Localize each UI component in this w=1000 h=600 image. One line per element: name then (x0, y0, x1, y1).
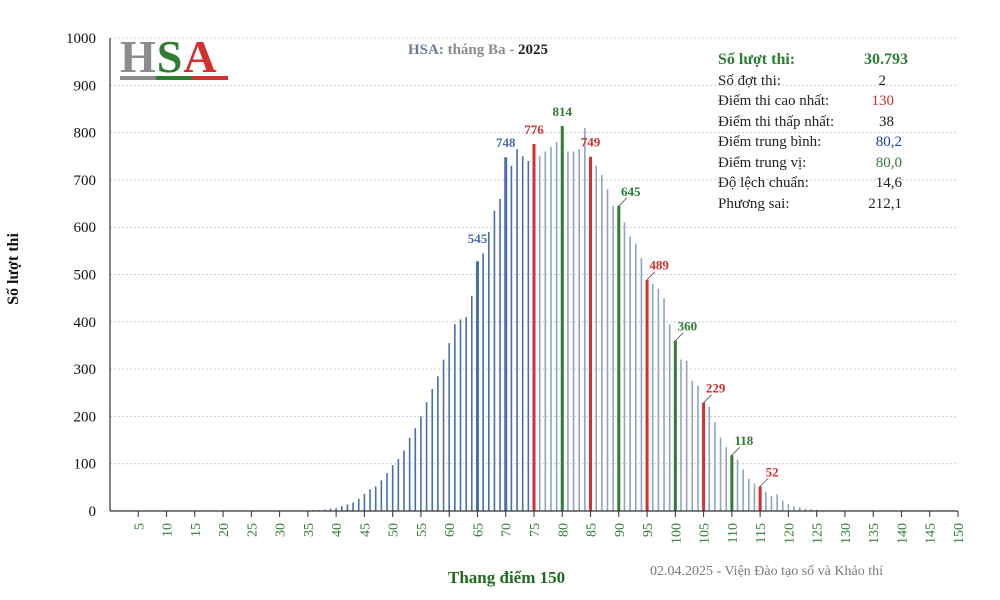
data-label: 814 (553, 104, 573, 119)
y-tick-label: 400 (74, 315, 97, 331)
title-sep: - (509, 42, 515, 58)
x-tick-label: 50 (387, 523, 402, 537)
y-tick-label: 600 (74, 220, 97, 236)
x-tick-label: 85 (585, 523, 600, 537)
x-tick-label: 105 (698, 523, 713, 544)
stat-median-label: Điểm trung vị: (718, 154, 807, 171)
x-tick-label: 115 (754, 523, 769, 543)
y-tick-label: 800 (74, 126, 97, 142)
footer-note: 02.04.2025 - Viện Đào tạo số và Khảo thí (650, 564, 883, 579)
chart-title: HSA: tháng Ba - 2025 (408, 42, 548, 59)
label-leader (759, 478, 769, 487)
label-leader (703, 394, 712, 403)
logo-letter-s: S (156, 31, 184, 82)
x-tick-label: 20 (217, 523, 232, 537)
stat-min-value: 38 (879, 113, 894, 130)
y-tick-label: 300 (74, 362, 97, 378)
title-month: tháng Ba (447, 42, 506, 58)
x-tick-label: 80 (556, 523, 571, 537)
x-tick-label: 130 (839, 523, 854, 544)
y-tick-label: 100 (74, 457, 97, 473)
data-label: 776 (524, 122, 544, 137)
x-tick-label: 135 (867, 523, 882, 544)
x-tick-label: 90 (613, 523, 628, 537)
stat-mean-value: 80,2 (875, 134, 902, 150)
stat-total-value: 30.793 (864, 51, 908, 68)
stat-min-label: Điểm thi thấp nhất: (718, 113, 835, 130)
logo-letter-h: H (120, 31, 157, 82)
data-label: 749 (581, 135, 601, 150)
x-tick-label: 35 (302, 523, 317, 537)
y-tick-label: 700 (74, 173, 97, 189)
x-tick-label: 75 (528, 523, 543, 537)
hsa-logo: HSA (120, 30, 228, 83)
x-tick-label: 15 (189, 523, 204, 537)
label-leader (618, 197, 628, 207)
x-tick-label: 95 (641, 523, 656, 537)
x-tick-label: 5 (132, 523, 147, 530)
data-label: 118 (734, 433, 753, 448)
x-tick-label: 120 (782, 523, 797, 544)
data-label: 545 (468, 231, 488, 246)
title-brand: HSA: (408, 42, 444, 58)
x-tick-label: 30 (274, 523, 289, 537)
y-tick-label: 900 (74, 78, 97, 94)
logo-underline (120, 76, 228, 80)
x-tick-label: 10 (161, 523, 176, 537)
x-tick-label: 65 (471, 523, 486, 537)
stat-var-value: 212,1 (868, 195, 902, 212)
data-label: 748 (496, 135, 516, 150)
data-label: 489 (649, 258, 669, 273)
statistics-panel: Số lượt thi: 30.793 Số đợt thi: 2 Điểm thi… (718, 50, 908, 214)
stat-max-label: Điểm thi cao nhất: (718, 93, 830, 109)
x-tick-label: 125 (811, 523, 826, 544)
x-tick-label: 60 (443, 523, 458, 537)
data-label: 52 (766, 464, 779, 479)
x-tick-label: 100 (669, 523, 684, 544)
x-tick-label: 70 (500, 523, 515, 537)
x-tick-label: 25 (245, 523, 260, 537)
x-tick-label: 110 (726, 523, 741, 543)
logo-letter-a: A (183, 31, 218, 82)
x-tick-label: 145 (924, 523, 939, 544)
y-tick-label: 0 (89, 504, 97, 520)
stat-var-label: Phương sai: (718, 195, 790, 212)
label-leader (731, 446, 741, 456)
data-label: 360 (678, 319, 698, 334)
data-label: 645 (621, 184, 641, 199)
data-label: 229 (706, 381, 726, 396)
stat-total-label: Số lượt thi: (718, 51, 796, 68)
stat-rounds-label: Số đợt thi: (718, 72, 781, 89)
stat-median-value: 80,0 (875, 154, 902, 171)
stat-sd-value: 14,6 (875, 175, 902, 191)
y-axis-title: Số lượt thi (5, 233, 22, 305)
stat-sd-label: Độ lệch chuẩn: (718, 175, 809, 191)
title-year: 2025 (518, 42, 549, 58)
stat-mean-label: Điểm trung bình: (718, 134, 822, 150)
x-tick-label: 45 (358, 523, 373, 537)
label-leader (675, 332, 684, 342)
y-tick-label: 500 (74, 268, 97, 284)
y-tick-label: 1000 (66, 31, 96, 47)
x-tick-label: 140 (895, 523, 910, 544)
x-tick-label: 150 (952, 523, 967, 544)
x-tick-label: 40 (330, 523, 345, 537)
x-axis-title: Thang điểm 150 (448, 568, 566, 587)
y-tick-label: 200 (74, 409, 97, 425)
label-leader (646, 271, 656, 280)
x-tick-label: 55 (415, 523, 430, 537)
stat-max-value: 130 (871, 93, 895, 109)
stat-rounds-value: 2 (878, 72, 887, 89)
